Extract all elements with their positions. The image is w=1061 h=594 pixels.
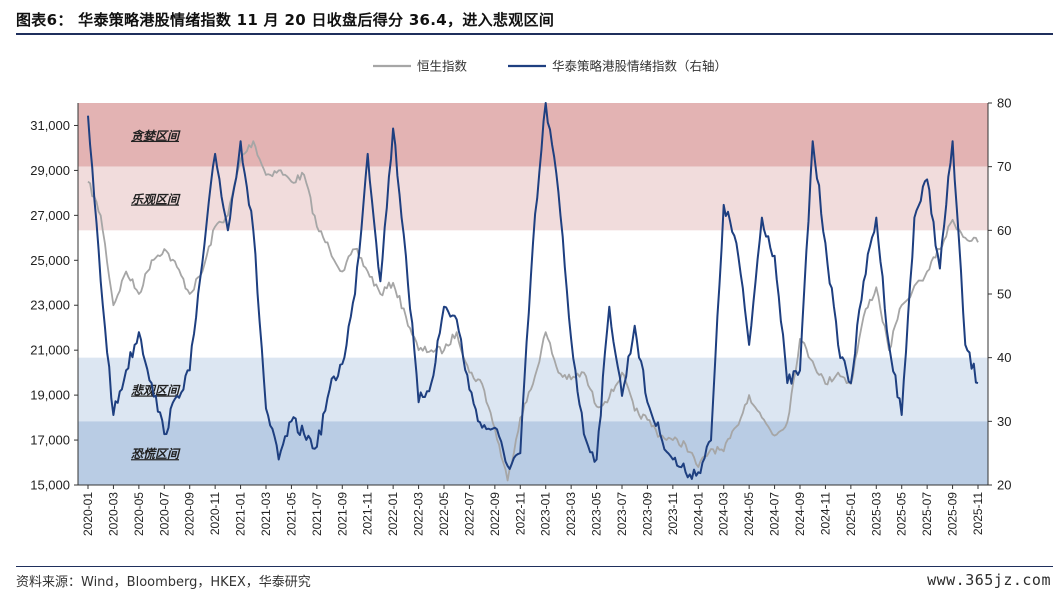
right-tick-label: 40: [997, 350, 1011, 365]
zone-label-4: 恐慌区间: [131, 447, 181, 461]
x-tick-label: 2021-09: [335, 492, 349, 536]
footer-rule: [16, 566, 1053, 567]
x-tick-label: 2024-09: [793, 492, 807, 536]
left-tick-label: 17,000: [30, 433, 70, 448]
x-tick-label: 2020-07: [157, 492, 171, 536]
x-tick-label: 2025-03: [869, 492, 883, 536]
x-tick-label: 2022-09: [488, 492, 502, 536]
zone-band-4: [78, 421, 988, 485]
left-tick-label: 27,000: [30, 208, 70, 223]
x-tick-label: 2025-11: [971, 492, 985, 535]
x-tick-label: 2024-05: [742, 492, 756, 536]
zone-label-3: 悲观区间: [131, 384, 181, 398]
x-tick-label: 2025-09: [946, 492, 960, 536]
x-axis-ticks: 2020-01 2020-03 2020-05 2020-07 2020-09 2020-…: [81, 485, 985, 536]
x-tick-label: 2020-05: [132, 492, 146, 536]
right-tick-label: 30: [997, 414, 1011, 429]
x-tick-label: 2023-05: [590, 492, 604, 536]
x-tick-label: 2021-11: [361, 492, 375, 535]
x-tick-label: 2024-03: [717, 492, 731, 536]
x-tick-label: 2022-11: [513, 492, 527, 535]
x-tick-label: 2021-03: [259, 492, 273, 536]
figure-title: 图表6： 华泰策略港股情绪指数 11 月 20 日收盘后得分 36.4，进入悲观…: [16, 11, 555, 29]
zone-band-3: [78, 357, 988, 422]
x-tick-label: 2020-11: [208, 492, 222, 535]
x-tick-label: 2022-07: [462, 492, 476, 536]
left-tick-label: 21,000: [30, 343, 70, 358]
zone-label-2: 乐观区间: [131, 193, 181, 207]
x-tick-label: 2023-01: [539, 492, 553, 536]
left-tick-label: 19,000: [30, 388, 70, 403]
x-tick-label: 2025-01: [844, 492, 858, 536]
right-tick-label: 50: [997, 287, 1011, 302]
title-rule: [16, 33, 1053, 35]
x-tick-label: 2022-05: [437, 492, 451, 536]
left-tick-label: 15,000: [30, 478, 70, 493]
x-tick-label: 2024-07: [768, 492, 782, 536]
x-tick-label: 2025-07: [920, 492, 934, 536]
legend-label-2: 华泰策略港股情绪指数（右轴）: [552, 59, 727, 74]
x-tick-label: 2021-01: [234, 492, 248, 536]
x-tick-label: 2023-07: [615, 492, 629, 536]
x-tick-label: 2021-07: [310, 492, 324, 536]
x-tick-label: 2020-09: [183, 492, 197, 536]
legend-label-1: 恒生指数: [417, 59, 468, 74]
x-tick-label: 2021-05: [284, 492, 298, 536]
x-tick-label: 2022-03: [412, 492, 426, 536]
x-tick-label: 2023-09: [640, 492, 654, 536]
x-tick-label: 2024-01: [691, 492, 705, 536]
zone-band-2: [78, 166, 988, 231]
left-tick-label: 25,000: [30, 253, 70, 268]
zone-label-1: 贪婪区间: [131, 129, 181, 143]
x-tick-label: 2022-01: [386, 492, 400, 536]
x-tick-label: 2020-01: [81, 492, 95, 536]
right-axis-ticks: 20 30 40 50 60 70 80: [988, 96, 1011, 493]
zone-band-1: [78, 103, 988, 167]
x-tick-label: 2020-03: [106, 492, 120, 536]
left-tick-label: 23,000: [30, 298, 70, 313]
right-tick-label: 70: [997, 159, 1011, 174]
left-axis-ticks: 15,000 17,000 19,000 21,000 23,000 25,000 27,0…: [30, 118, 78, 493]
x-tick-label: 2024-11: [818, 492, 832, 535]
x-tick-label: 2025-05: [895, 492, 909, 536]
right-tick-label: 80: [997, 96, 1011, 111]
series-lines: [87, 102, 979, 482]
x-tick-label: 2023-11: [666, 492, 680, 535]
legend: 恒生指数 华泰策略港股情绪指数（右轴）: [373, 59, 727, 74]
left-tick-label: 31,000: [30, 118, 70, 133]
x-tick-label: 2023-03: [564, 492, 578, 536]
watermark: www.365jz.com: [927, 571, 1051, 589]
source-note: 资料来源：Wind，Bloomberg，HKEX，华泰研究: [16, 575, 311, 590]
right-tick-label: 60: [997, 223, 1011, 238]
right-tick-label: 20: [997, 478, 1011, 493]
left-tick-label: 29,000: [30, 163, 70, 178]
